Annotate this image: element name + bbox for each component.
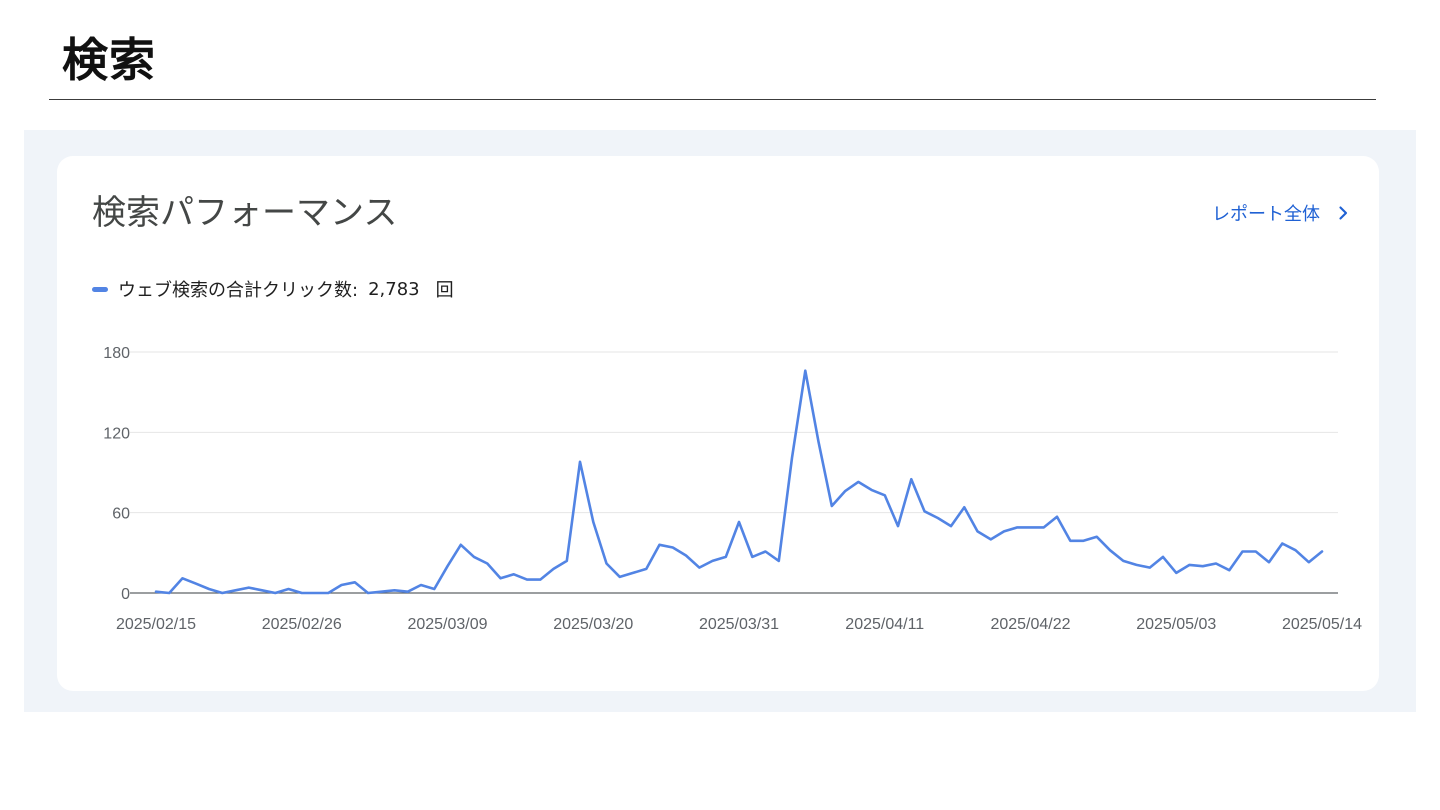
y-tick-label: 60 bbox=[112, 506, 130, 523]
x-tick-label: 2025/03/31 bbox=[699, 616, 779, 633]
page-title: 検索 bbox=[62, 33, 156, 87]
chart-legend: ウェブ検索の合計クリック数: 2,783 回 bbox=[92, 276, 454, 302]
search-performance-card bbox=[57, 156, 1379, 691]
x-tick-label: 2025/04/11 bbox=[845, 616, 924, 633]
y-tick-label: 0 bbox=[121, 586, 130, 603]
y-tick-label: 120 bbox=[103, 425, 130, 442]
card-title: 検索パフォーマンス bbox=[92, 193, 398, 233]
x-tick-label: 2025/02/15 bbox=[116, 616, 196, 633]
title-divider bbox=[49, 99, 1376, 100]
x-tick-label: 2025/05/14 bbox=[1282, 616, 1362, 633]
y-tick-label: 180 bbox=[103, 345, 130, 362]
x-tick-label: 2025/02/26 bbox=[262, 616, 342, 633]
legend-label: ウェブ検索の合計クリック数: bbox=[118, 280, 359, 301]
legend-swatch bbox=[92, 286, 108, 292]
full-report-link[interactable]: レポート全体 bbox=[1212, 200, 1352, 226]
x-tick-label: 2025/04/22 bbox=[990, 616, 1070, 633]
x-tick-label: 2025/03/20 bbox=[553, 616, 633, 633]
full-report-label: レポート全体 bbox=[1212, 204, 1320, 225]
x-tick-label: 2025/05/03 bbox=[1136, 616, 1216, 633]
legend-unit: 回 bbox=[435, 280, 454, 301]
chevron-right-icon bbox=[1339, 206, 1348, 220]
x-tick-label: 2025/03/09 bbox=[407, 616, 487, 633]
legend-value: 2,783 bbox=[368, 278, 420, 300]
series-line-clicks bbox=[154, 369, 1324, 595]
